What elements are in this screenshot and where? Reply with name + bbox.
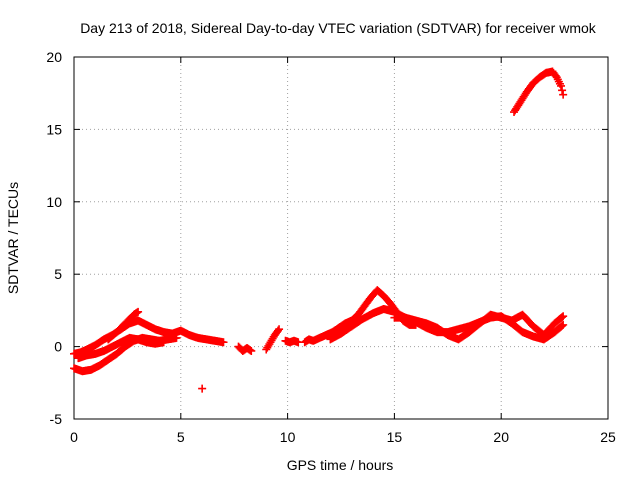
series-track-j (390, 310, 568, 344)
data-point (557, 81, 566, 90)
chart-title: Day 213 of 2018, Sidereal Day-to-day VTE… (80, 20, 597, 36)
chart-grid (74, 57, 608, 419)
y-tick-labels: -5 0 5 10 15 20 (46, 49, 62, 427)
y-tick-label: -5 (50, 411, 63, 427)
series-track-g (281, 336, 303, 347)
x-tick-label: 20 (493, 429, 509, 445)
data-point (558, 313, 567, 322)
x-tick-label: 10 (280, 429, 296, 445)
x-axis-label: GPS time / hours (287, 457, 394, 473)
data-point (219, 338, 228, 347)
data-point (172, 333, 181, 342)
series-track-d (104, 307, 143, 344)
x-tick-label: 15 (387, 429, 403, 445)
y-tick-label: 5 (54, 266, 62, 282)
x-tick-label: 25 (600, 429, 616, 445)
data-point (134, 307, 143, 316)
data-point (559, 320, 568, 329)
axis-ticks (73, 56, 609, 420)
data-point (558, 86, 567, 95)
plot-frame (73, 56, 609, 420)
data-point (198, 384, 207, 393)
data-point (559, 312, 568, 321)
y-tick-label: 0 (54, 339, 62, 355)
x-tick-label: 5 (177, 429, 185, 445)
data-point (273, 326, 282, 335)
y-tick-label: 10 (46, 194, 62, 210)
series-outlier (198, 384, 207, 393)
data-point (559, 90, 568, 99)
series-track-k (510, 67, 568, 117)
series-track-c (74, 333, 168, 363)
data-point (558, 321, 567, 330)
series-track-f (262, 325, 284, 354)
series-track-e (234, 342, 256, 355)
y-tick-label: 20 (46, 49, 62, 65)
data-point (159, 338, 168, 347)
data-point (275, 325, 284, 334)
y-tick-label: 15 (46, 121, 62, 137)
x-tick-labels: 0 5 10 15 20 25 (70, 429, 616, 445)
y-axis-label: SDTVAR / TECUs (5, 182, 21, 294)
data-point (247, 346, 256, 355)
data-points (70, 67, 568, 393)
x-tick-label: 0 (70, 429, 78, 445)
